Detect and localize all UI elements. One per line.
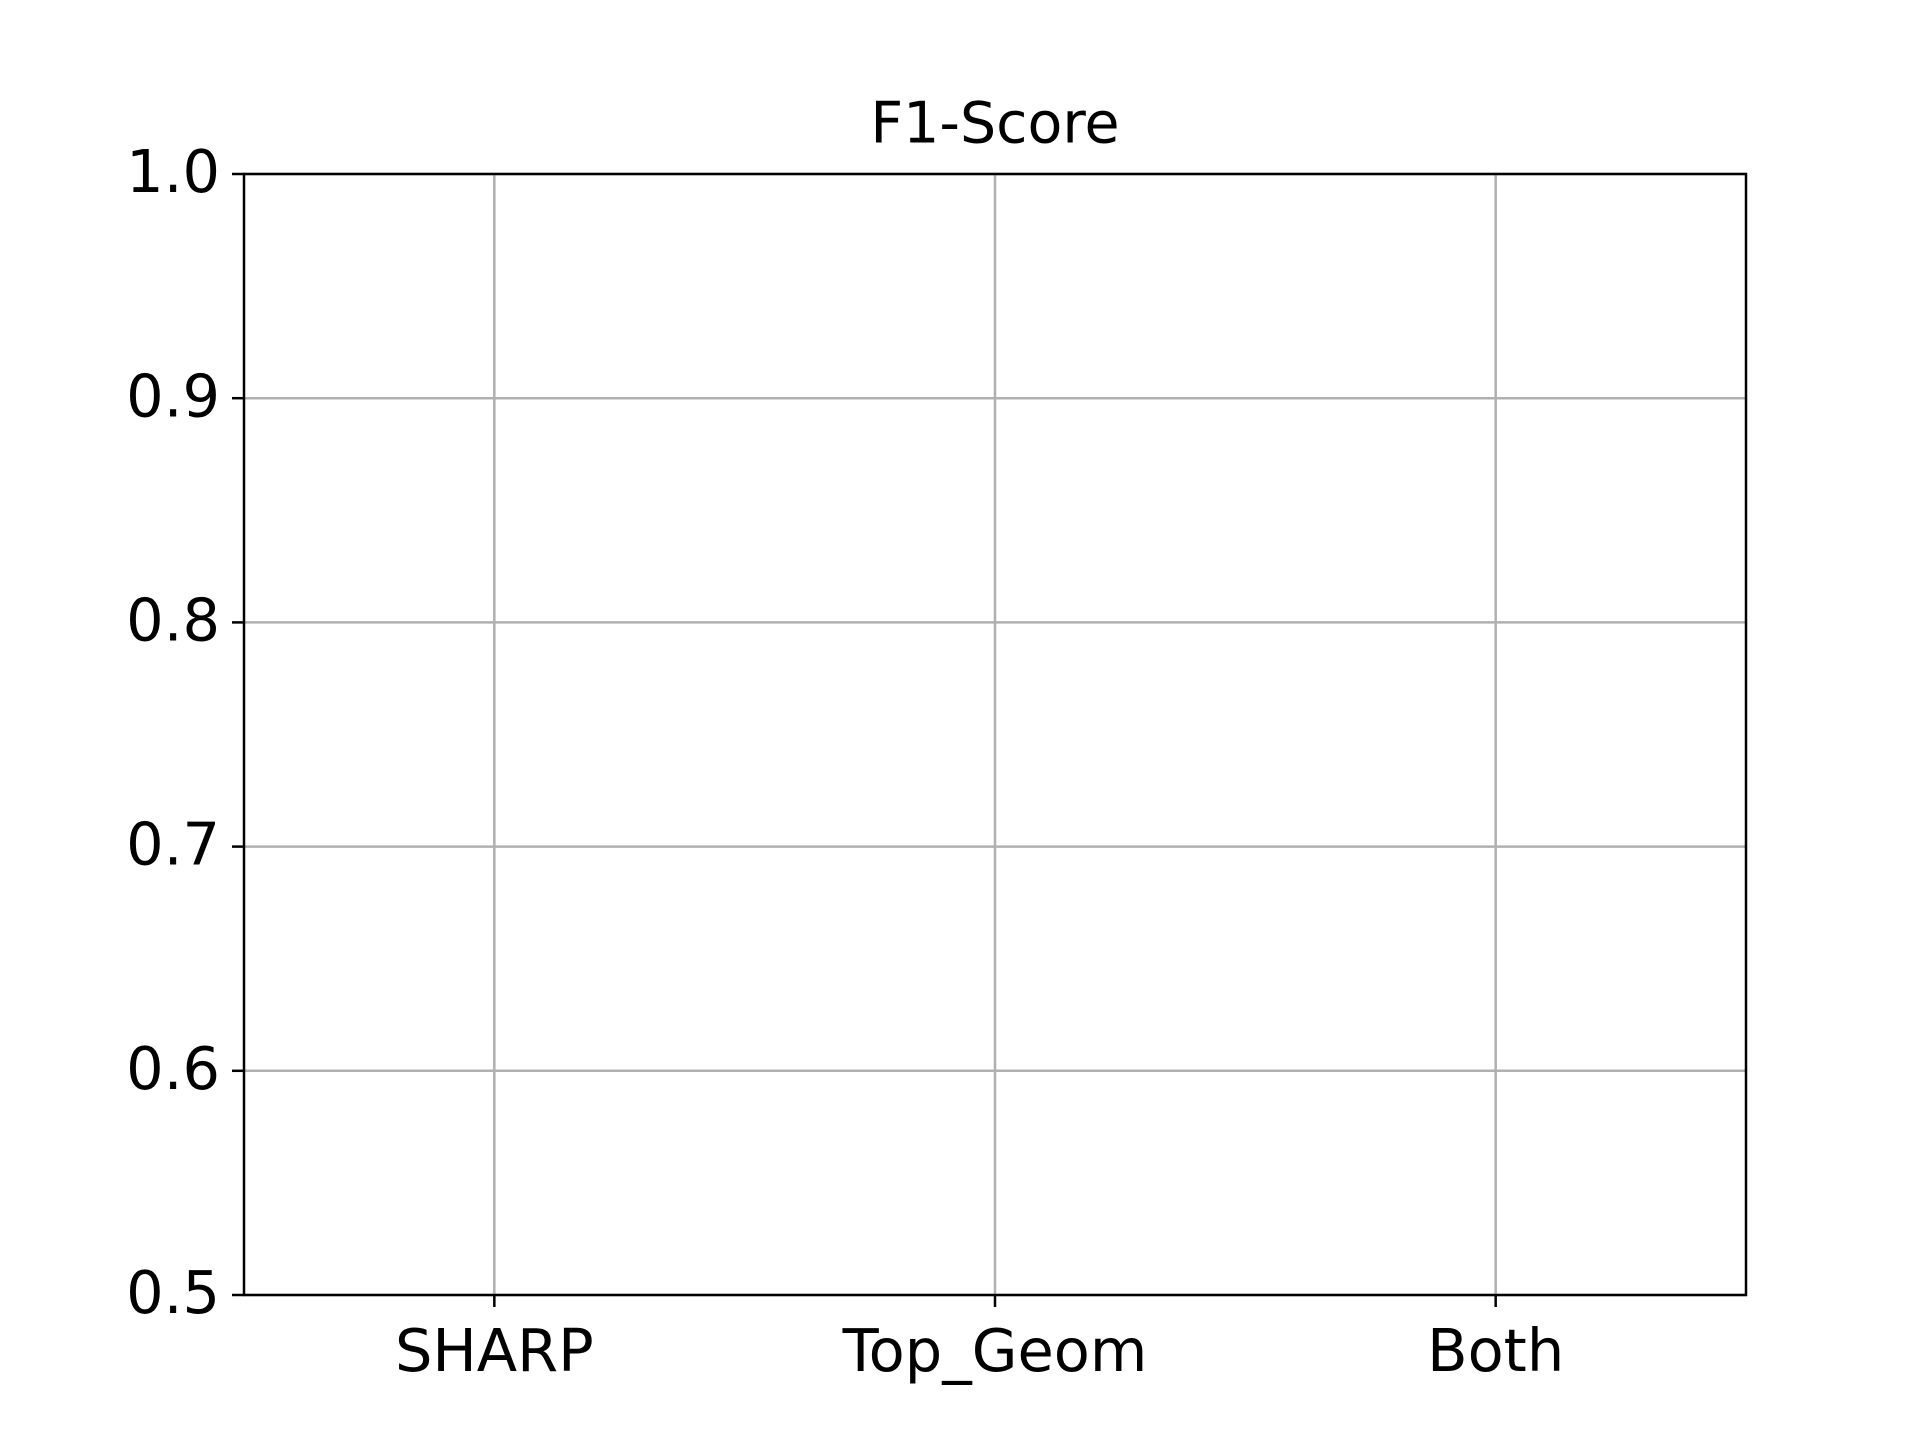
y-tick-label: 0.7 <box>126 810 220 879</box>
plot-frame <box>242 172 1748 1297</box>
y-tick-label: 0.9 <box>126 361 220 430</box>
x-tick-label: Both <box>1427 1316 1564 1385</box>
y-tick-label: 0.5 <box>126 1258 220 1327</box>
y-tick-label: 0.6 <box>126 1034 220 1103</box>
y-tick-label: 0.8 <box>126 586 220 655</box>
chart-title: F1-Score <box>870 91 1119 157</box>
x-tick-label: SHARP <box>395 1316 594 1385</box>
x-tick-label: Top_Geom <box>842 1316 1148 1385</box>
y-tick-label: 1.0 <box>126 137 220 206</box>
